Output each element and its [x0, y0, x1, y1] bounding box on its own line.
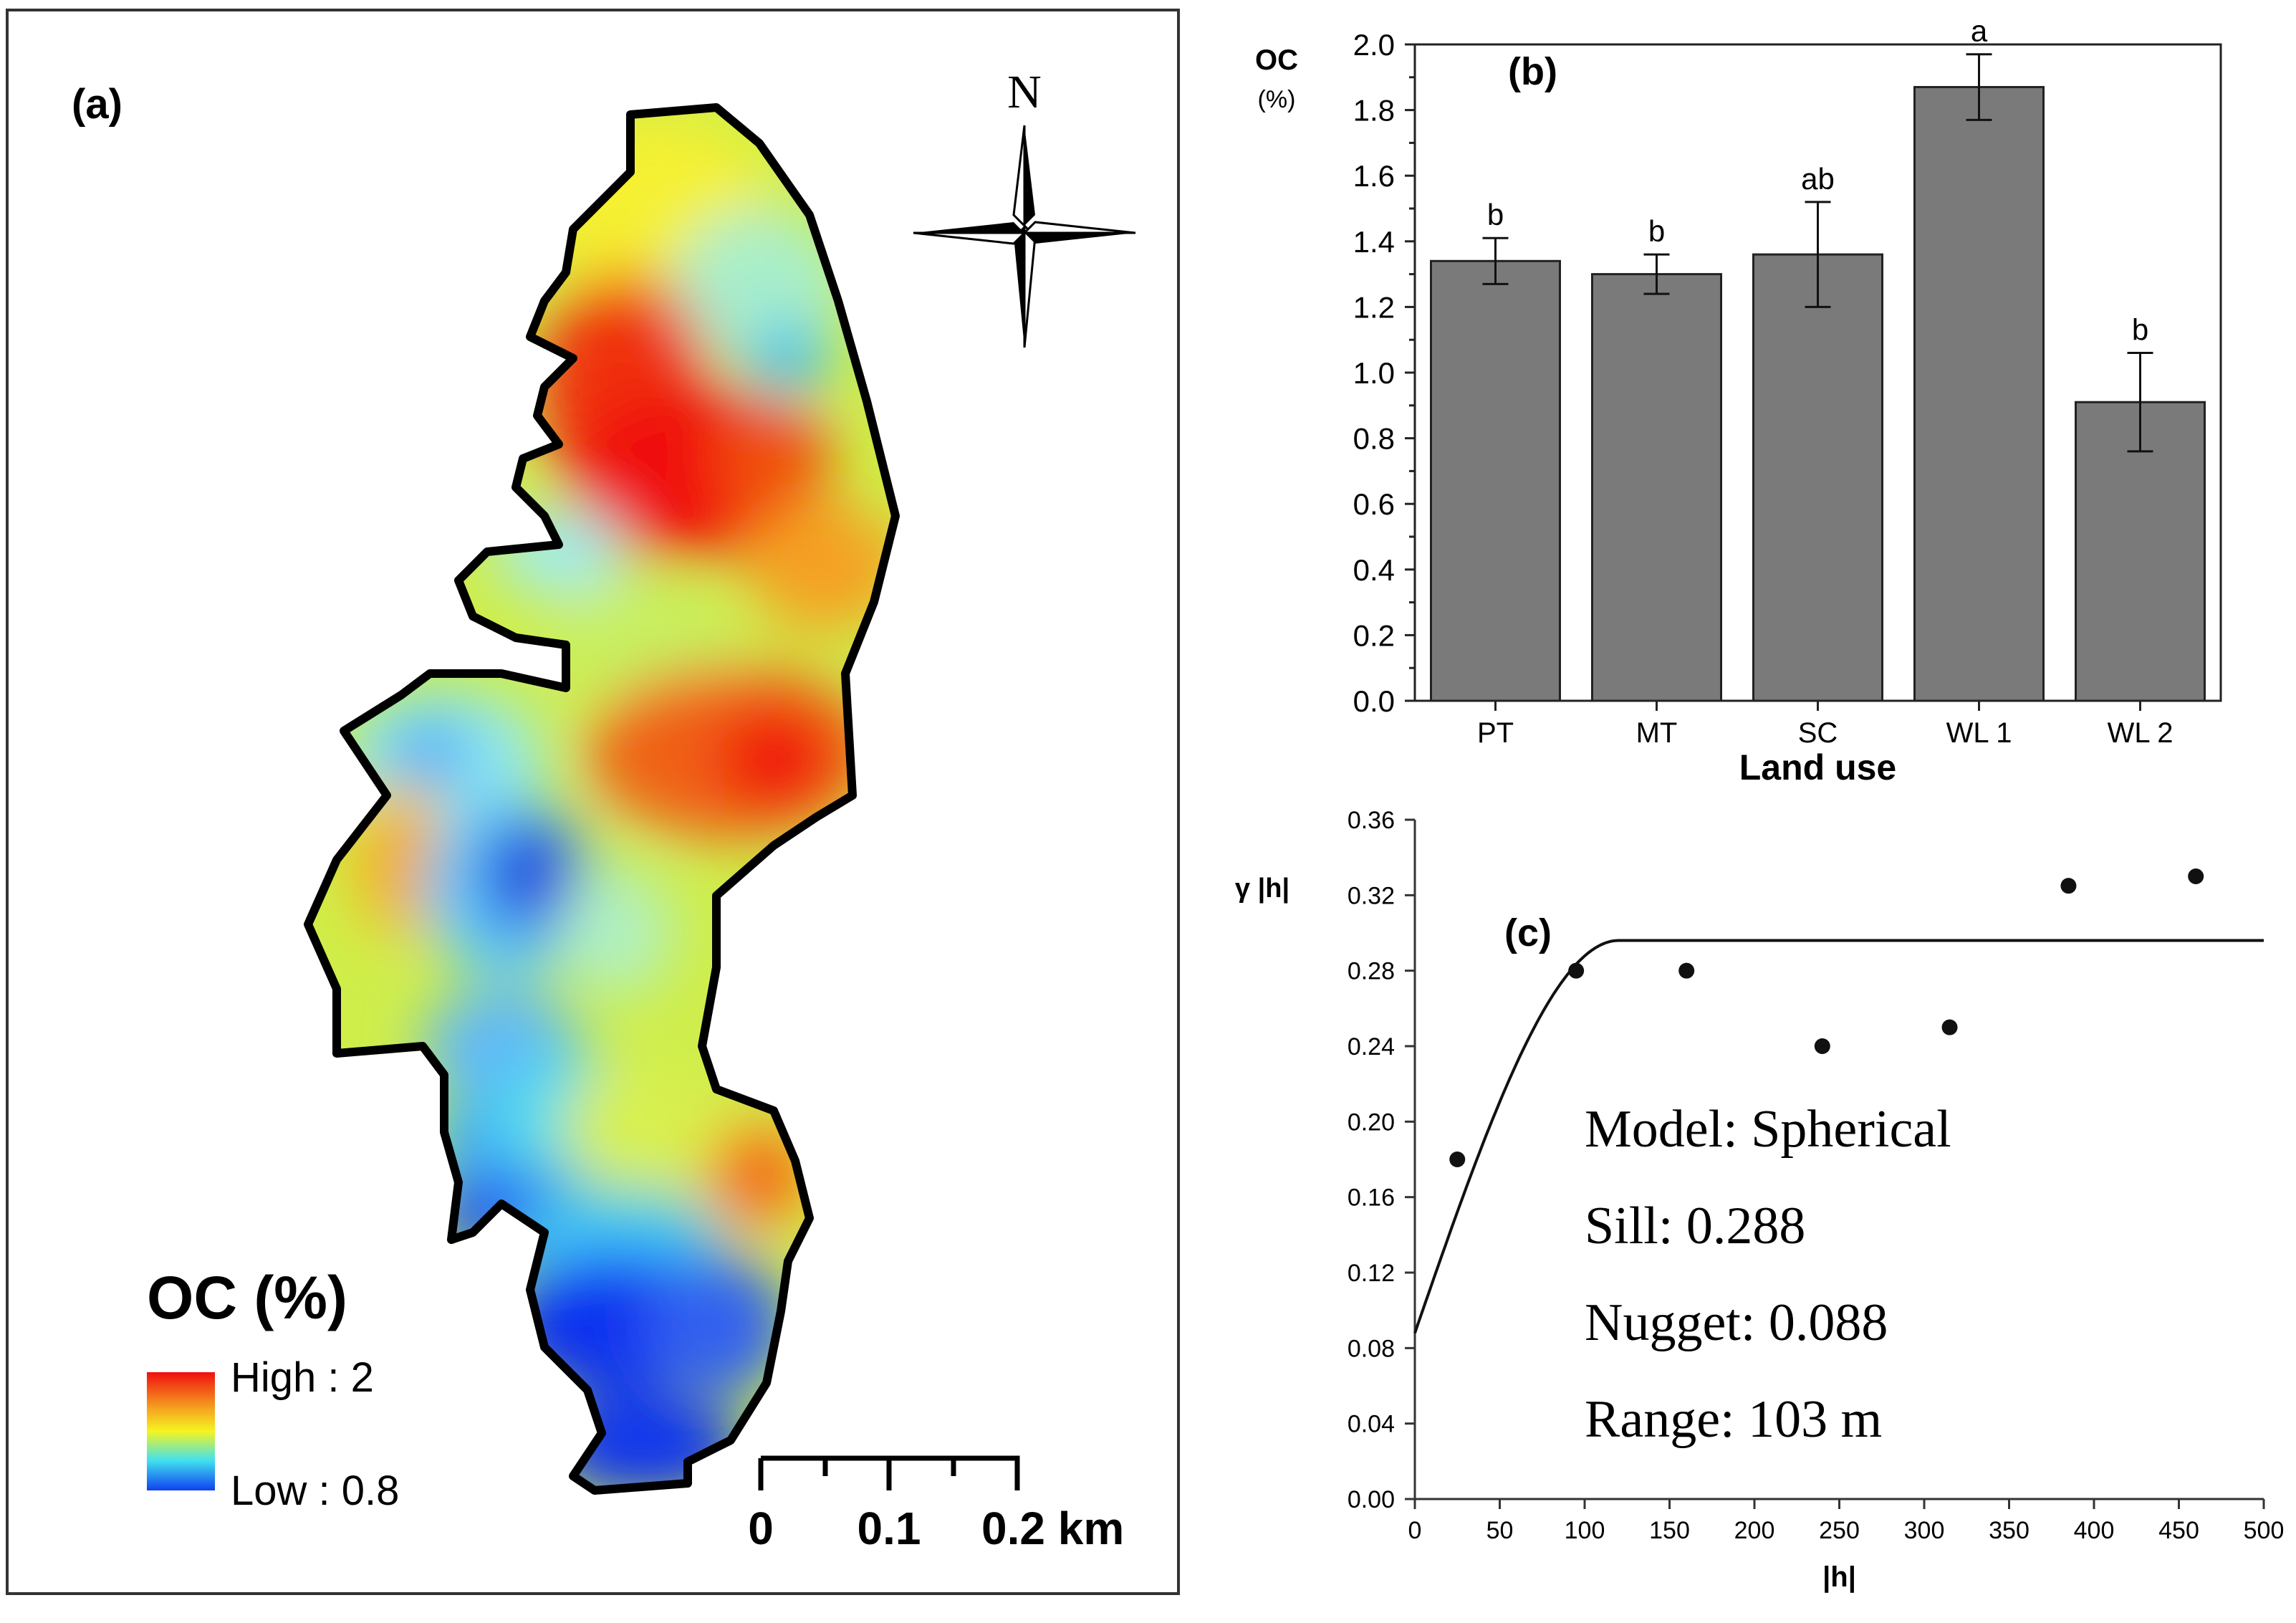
legend-low-label: Low : 0.8 — [231, 1468, 399, 1514]
vario-point — [1449, 1152, 1466, 1167]
bar-wl-1 — [1913, 86, 2045, 702]
vario-x-axis-label: |h| — [1822, 1561, 1856, 1593]
scale-tick-0: 0 — [748, 1503, 774, 1554]
vario-x-tick-label: 250 — [1819, 1517, 1860, 1544]
bar-sc — [1752, 253, 1883, 702]
map-panel-frame — [6, 9, 1180, 1595]
vario-x-tick-label: 200 — [1734, 1517, 1775, 1544]
vario-x-tick-label: 0 — [1408, 1517, 1422, 1544]
model-annotation: Nugget: 0.088 — [1585, 1293, 1888, 1352]
significance-letter: b — [2132, 313, 2148, 347]
bar-x-tick-label: PT — [1477, 717, 1514, 749]
north-label: N — [1007, 66, 1042, 118]
vario-x-tick-label: 100 — [1565, 1517, 1605, 1544]
legend-title: OC (%) — [147, 1264, 347, 1331]
scale-bar: 0 0.1 0.2 km — [748, 1455, 1124, 1554]
bar-y-tick-label: 0.8 — [1353, 422, 1395, 456]
vario-y-tick-label: 0.12 — [1348, 1260, 1395, 1287]
vario-point — [1814, 1038, 1830, 1054]
vario-y-tick-label: 0.08 — [1348, 1335, 1395, 1362]
bar-y-tick-label: 1.6 — [1353, 159, 1395, 193]
bar-y-tick-label: 1.8 — [1353, 94, 1395, 128]
model-annotation: Sill: 0.288 — [1585, 1197, 1805, 1255]
model-annotation: Model: Spherical — [1585, 1100, 1951, 1159]
north-arrow-icon: N — [913, 66, 1136, 348]
vario-point — [2188, 868, 2204, 884]
vario-x-tick-label: 150 — [1649, 1517, 1690, 1544]
vario-panel-label: (c) — [1504, 911, 1552, 954]
vario-point — [1678, 962, 1695, 979]
vario-x-tick-label: 400 — [2074, 1517, 2115, 1544]
bar-y-axis-label: OC — [1255, 44, 1298, 76]
bar-y-tick-label: 1.2 — [1353, 290, 1395, 324]
bar-y-tick-label: 0.4 — [1353, 553, 1395, 587]
semivariogram-chart: 0.00 0.04 0.08 0.12 0.16 0.20 0.24 0.28 0.32 0.36… — [1235, 807, 2284, 1593]
vario-x-tick-label: 300 — [1904, 1517, 1945, 1544]
significance-letter: ab — [1801, 162, 1835, 196]
bar-y-tick-label: 1.0 — [1353, 356, 1395, 390]
bar-chart: (b) OC (%) 0.0 0.2 0.4 0.6 0.8 1.0 1.2 1.4 1.6 1.8 2.… — [1255, 14, 2222, 787]
vario-point — [1568, 962, 1585, 979]
bar-pt — [1430, 259, 1561, 702]
vario-y-tick-label: 0.04 — [1348, 1411, 1395, 1438]
vario-y-tick-label: 0.24 — [1348, 1033, 1395, 1061]
scale-tick-0.2km: 0.2 km — [981, 1503, 1124, 1554]
vario-point — [2060, 878, 2077, 894]
bar-y-tick-label: 1.4 — [1353, 225, 1395, 259]
vario-y-tick-label: 0.16 — [1348, 1184, 1395, 1212]
vario-y-tick-label: 0.00 — [1348, 1486, 1395, 1513]
vario-y-tick-label: 0.32 — [1348, 882, 1395, 909]
significance-letter: b — [1648, 214, 1665, 248]
bar-y-tick-label: 2.0 — [1353, 28, 1395, 62]
map-boundary — [304, 103, 900, 1495]
bar-x-tick-label: WL 1 — [1946, 717, 2012, 749]
bar-x-axis-label: Land use — [1739, 747, 1896, 787]
bar-y-tick-label: 0.2 — [1353, 618, 1395, 652]
vario-point — [1941, 1019, 1958, 1035]
bar-panel-label: (b) — [1508, 50, 1557, 93]
panel-a-label: (a) — [72, 81, 123, 128]
significance-letter: a — [1971, 14, 1988, 48]
bar-y-tick-label: 0.0 — [1353, 684, 1395, 718]
bar-y-axis-unit: (%) — [1258, 86, 1296, 113]
bar-mt — [1591, 273, 1722, 702]
bar-x-tick-label: WL 2 — [2108, 717, 2173, 749]
vario-x-tick-label: 450 — [2158, 1517, 2199, 1544]
vario-x-tick-label: 350 — [1989, 1517, 2030, 1544]
vario-x-tick-label: 50 — [1486, 1517, 1514, 1544]
legend-high-label: High : 2 — [231, 1354, 374, 1401]
bar-x-tick-label: MT — [1636, 717, 1678, 749]
vario-y-tick-label: 0.20 — [1348, 1109, 1395, 1136]
vario-y-axis-label: γ |h| — [1235, 873, 1289, 904]
scale-tick-0.1: 0.1 — [858, 1503, 921, 1554]
significance-letter: b — [1487, 198, 1504, 231]
model-annotation: Range: 103 m — [1585, 1390, 1882, 1449]
spherical-model-line — [1413, 939, 2264, 1334]
bar-y-tick-label: 0.6 — [1353, 487, 1395, 521]
vario-x-tick-label: 500 — [2244, 1517, 2285, 1544]
vario-y-tick-label: 0.28 — [1348, 958, 1395, 985]
bar-x-tick-label: SC — [1798, 717, 1838, 749]
map-legend: OC (%) High : 2 Low : 0.8 — [147, 1264, 399, 1514]
legend-color-ramp — [147, 1372, 215, 1490]
vario-y-tick-label: 0.36 — [1348, 807, 1395, 834]
